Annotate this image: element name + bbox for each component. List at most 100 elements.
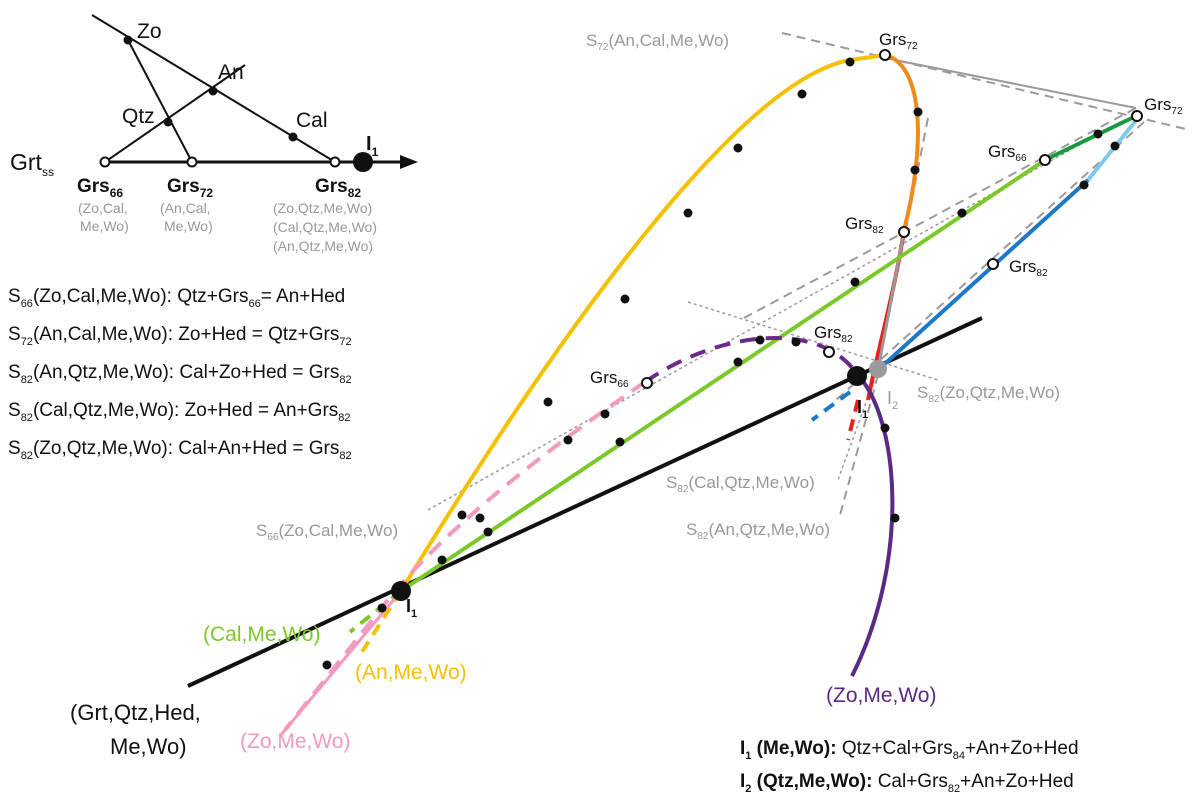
grs72-top-label: Grs72 xyxy=(879,30,918,52)
main-labels: S72(An,Cal,Me,Wo) Grs72 Grs72 Grs66 Grs8… xyxy=(70,30,1183,759)
inset-grs66-point xyxy=(99,156,111,168)
i1-main-point xyxy=(391,581,411,601)
curves xyxy=(187,53,1140,737)
reaction-s82-an-qtz: S82(An,Qtz,Me,Wo): Cal+Zo+Hed = Grs82 xyxy=(8,362,352,386)
inset-label-qtz: Qtz xyxy=(122,105,155,128)
reaction-s72-an-cal: S72(An,Cal,Me,Wo): Zo+Hed = Qtz+Grs72 xyxy=(8,324,352,348)
yellow-dot xyxy=(437,555,447,565)
zo-me-wo-pink-curve xyxy=(278,590,403,737)
yellow-dot xyxy=(845,57,855,67)
blue-extension-dashed-line xyxy=(835,121,1145,401)
grs72-top-point xyxy=(879,49,891,61)
pink-dot xyxy=(377,603,387,613)
inset-grs66-assemblage-1: (Zo,Cal, xyxy=(78,200,128,216)
an-me-wo-label: (An,Me,Wo) xyxy=(355,661,467,684)
grs66-right-label: Grs66 xyxy=(988,142,1027,164)
inset-grs82-point xyxy=(329,156,341,168)
construction-lines xyxy=(427,32,1191,516)
grt-qtz-hed-label-1: (Grt,Qtz,Hed, xyxy=(70,700,201,725)
inset-grs66-assemblage-2: Me,Wo) xyxy=(80,218,129,234)
grs82-orange-label: Grs82 xyxy=(845,214,884,236)
s82-zo-dotted-line xyxy=(687,301,939,381)
inset-diagram: Zo An Qtz Cal Grtss I1 Grs66 (Zo,Cal, Me… xyxy=(10,14,418,254)
inset-label-zo: Zo xyxy=(137,20,162,43)
inset-grs72-assemblage-1: (An,Cal, xyxy=(160,200,211,216)
inset-grs72-assemblage-2: Me,Wo) xyxy=(164,218,213,234)
yellow-dot xyxy=(457,510,467,520)
cal-me-wo-label: (Cal,Me,Wo) xyxy=(203,623,320,646)
yellow-dot xyxy=(733,143,743,153)
purple-dot xyxy=(755,335,765,345)
zo-me-wo-purple-label: (Zo,Me,Wo) xyxy=(826,684,936,707)
inset-i1-point xyxy=(353,152,373,172)
yellow-dot xyxy=(683,208,693,218)
grs82-purple-label: Grs82 xyxy=(814,323,853,345)
pink-dot xyxy=(475,513,485,523)
legend-i2: I2 (Qtz,Me,Wo): Cal+Grs82+An+Zo+Hed xyxy=(740,771,1074,795)
red-metastable xyxy=(846,399,860,441)
inset-zo-grs72-line xyxy=(127,39,193,163)
grs66-purple-label: Grs66 xyxy=(590,368,629,390)
invariant-point-legend: I1 (Me,Wo): Qtz+Cal+Grs84+An+Zo+Hed I2 (… xyxy=(740,738,1079,795)
orange-segment xyxy=(884,53,920,231)
reaction-s66-zo-cal: S66(Zo,Cal,Me,Wo): Qtz+Grs66= An+Hed xyxy=(8,286,345,310)
pink-dot xyxy=(563,435,573,445)
inset-label-an: An xyxy=(218,61,244,84)
an-me-wo-metastable xyxy=(358,589,403,657)
inset-label-i1: I1 xyxy=(366,133,379,159)
grt-qtz-hed-label-2: Me,Wo) xyxy=(110,734,187,759)
points xyxy=(322,49,1143,670)
i1-center-label: I1 xyxy=(857,397,868,421)
reaction-list: S66(Zo,Cal,Me,Wo): Qtz+Grs66= An+Hed S72… xyxy=(8,286,352,462)
zo-me-wo-purple-curve xyxy=(850,372,895,677)
orange-dot xyxy=(913,107,923,117)
inset-grs82-assemblage-2: (Cal,Qtz,Me,Wo) xyxy=(273,219,377,235)
inset-cal-point xyxy=(288,132,298,142)
s66-label: S66(Zo,Cal,Me,Wo) xyxy=(256,521,398,543)
green-dot xyxy=(850,277,860,287)
blue-dot xyxy=(1110,141,1120,151)
inset-label-cal: Cal xyxy=(296,109,328,132)
inset-grs66-an-line xyxy=(104,64,246,163)
yellow-dot xyxy=(797,89,807,99)
inset-qtz-point xyxy=(163,117,173,127)
purple-dot xyxy=(890,513,900,523)
an-me-wo-curve xyxy=(399,53,886,593)
green-dot xyxy=(957,208,967,218)
s82-cal-dashed-line xyxy=(743,107,1137,319)
legend-i1: I1 (Me,Wo): Qtz+Cal+Grs84+An+Zo+Hed xyxy=(740,738,1079,762)
i1-center-point xyxy=(847,366,867,386)
purple-dot xyxy=(880,423,890,433)
pink-dot xyxy=(600,409,610,419)
green-dot xyxy=(733,357,743,367)
dark-green-segment xyxy=(1044,114,1137,162)
purple-metastable-arc xyxy=(643,335,859,384)
grs66-right-point xyxy=(1039,154,1051,166)
green-dot xyxy=(615,437,625,447)
s72-label: S72(An,Cal,Me,Wo) xyxy=(586,31,729,53)
s82-an-label: S82(An,Qtz,Me,Wo) xyxy=(686,520,830,542)
blue-metastable xyxy=(810,390,852,422)
grs82-purple-point xyxy=(823,346,835,358)
green-dot xyxy=(483,527,493,537)
grs66-purple-point xyxy=(641,377,653,389)
i2-center-point xyxy=(869,360,887,378)
inset-label-grt: Grtss xyxy=(10,149,54,179)
grs82-blue-label: Grs82 xyxy=(1009,257,1048,279)
s82-an-lower-line xyxy=(839,374,879,516)
grs72-tie-line xyxy=(884,57,1137,109)
i1-main-label: I1 xyxy=(406,596,417,620)
reaction-s82-cal-qtz: S82(Cal,Qtz,Me,Wo): Zo+Hed = An+Grs82 xyxy=(8,400,351,424)
i2-center-label: I2 xyxy=(887,388,898,412)
inset-grs82-assemblage-3: (An,Qtz,Me,Wo) xyxy=(273,238,373,254)
grs72-right-label: Grs72 xyxy=(1144,95,1183,117)
inset-grs72-point xyxy=(186,156,198,168)
blue-curve xyxy=(876,178,1090,372)
dark-green-dot xyxy=(1093,129,1103,139)
inset-axis-arrowhead xyxy=(400,155,418,169)
s82-zo-label: S82(Zo,Qtz,Me,Wo) xyxy=(917,383,1060,405)
inset-label-grs82: Grs82 xyxy=(315,176,361,200)
grs72-right-point xyxy=(1131,110,1143,122)
inset-grs82-assemblage-1: (Zo,Qtz,Me,Wo) xyxy=(273,200,372,216)
